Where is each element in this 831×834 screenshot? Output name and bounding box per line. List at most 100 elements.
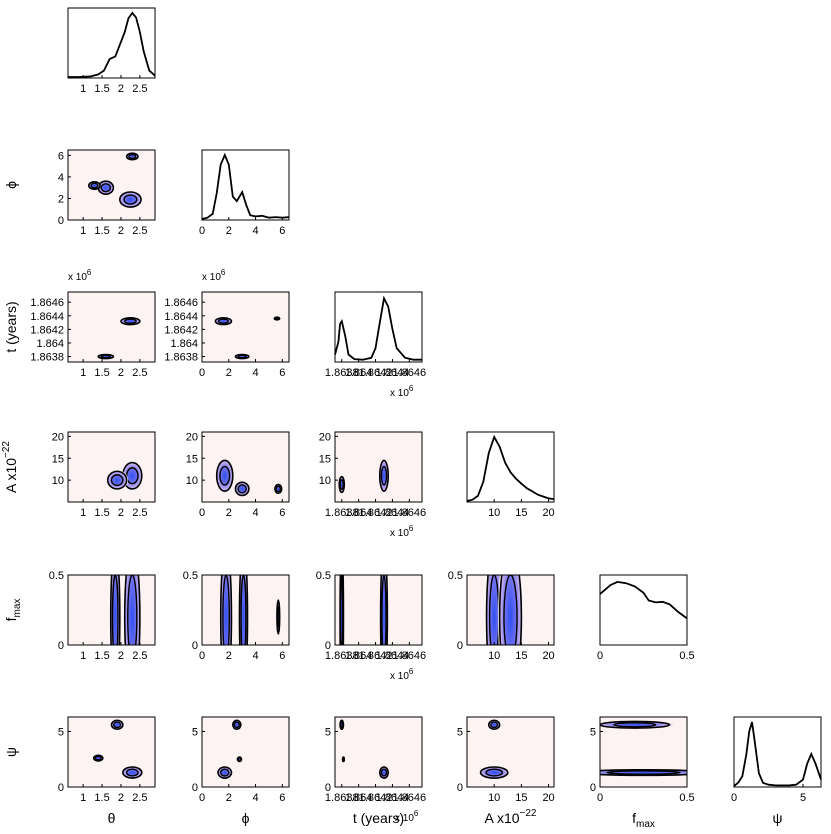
joint-panel-psi-vs-phi: 0 2 4 6 0 5	[192, 716, 290, 804]
joint-panel-A-vs-theta: 1 1.5 2 2.5 10 15 20	[52, 431, 156, 519]
x-tick-label-theta: 1	[80, 507, 86, 519]
joint-panel-phi-vs-theta: 1 1.5 2 2.5 0 2 4 6	[58, 149, 156, 237]
x-tick-label-phi: 0	[199, 650, 205, 662]
density-mode	[379, 766, 389, 779]
contour-outer	[215, 459, 234, 492]
marginal-curve-A	[466, 434, 555, 502]
contour-inner	[237, 354, 247, 359]
contour-outer	[97, 353, 115, 360]
x-tick-label-A: 10	[488, 792, 500, 804]
x-tick-label-t: 1.864	[345, 507, 373, 519]
x-tick-label-phi: 4	[252, 650, 258, 662]
density-mode	[106, 470, 129, 491]
x-tick-label-theta: 1	[80, 367, 86, 379]
x-tick-label-psi: 0	[731, 792, 737, 804]
marginal-curve-psi	[733, 721, 822, 787]
x-tick-label-phi: 2	[226, 507, 232, 519]
density-mode	[119, 317, 142, 326]
y-tick-label-fmax: 0.5	[183, 570, 198, 582]
joint-panel-psi-vs-A: 10 15 20 0 5	[457, 716, 555, 804]
x-tick-label-t: 1.8642	[359, 792, 393, 804]
contour-inner	[606, 770, 681, 775]
density-mode	[110, 575, 121, 645]
y-tick-label-t: 1.864	[170, 338, 198, 350]
contour-outer	[274, 483, 283, 495]
x-tick-label-t: 1.864	[345, 792, 373, 804]
x-tick-label-theta: 1.5	[94, 650, 109, 662]
density-mode	[87, 181, 102, 190]
contour-outer	[125, 152, 139, 161]
x-tick-label-t: 1.8642	[359, 650, 393, 662]
x-tick-label-t: 1.864	[345, 367, 373, 379]
contour-inner	[113, 721, 122, 729]
marginal-panel-theta: 1 1.5 2 2.5	[67, 7, 156, 95]
contour-outer	[234, 481, 250, 497]
x-tick-label-t: 1.8642	[359, 367, 393, 379]
contour-inner	[237, 484, 247, 494]
x-tick-label-theta: 2	[118, 650, 124, 662]
x-tick-label-t: 1.864	[345, 650, 373, 662]
x-tick-label-t: 1.8642	[359, 507, 393, 519]
x-tick-label-theta: 2.5	[132, 650, 147, 662]
y-tick-label-t: 1.8642	[164, 324, 198, 336]
x-tick-label-theta: 1	[80, 792, 86, 804]
x-axis-label-A: A x10−22	[485, 808, 537, 826]
contour-outer	[378, 766, 390, 779]
density-mode	[123, 575, 142, 645]
y-tick-label-psi: 0	[457, 782, 463, 794]
y-tick-label-t: 1.8644	[164, 311, 198, 323]
density-mode	[497, 575, 524, 645]
x-tick-label-A: 15	[515, 507, 527, 519]
contour-inner	[237, 757, 242, 762]
contour-outer	[219, 575, 233, 645]
density-mode	[215, 458, 234, 494]
y-tick-label-fmax: 0	[325, 640, 331, 652]
y-tick-label-phi: 0	[58, 215, 64, 227]
y-tick-label-psi: 5	[457, 726, 463, 738]
x-tick-label-phi: 0	[199, 225, 205, 237]
x-tick-label-t: 1.8638	[325, 792, 359, 804]
contour-inner	[613, 722, 657, 728]
y-tick-label-t: 1.8642	[30, 324, 64, 336]
contour-outer	[92, 754, 104, 762]
x-axis-label-psi: ψ	[773, 810, 783, 826]
contour-outer	[238, 575, 249, 645]
x-tick-label-phi: 0	[199, 367, 205, 379]
x-tick-label-theta: 1.5	[94, 83, 109, 95]
contour-outer	[338, 475, 346, 494]
marginal-panel-A: 10 15 20	[466, 431, 555, 519]
x-tick-label-A: 10	[488, 650, 500, 662]
y-tick-label-psi: 0	[325, 782, 331, 794]
y-tick-label-fmax: 0	[192, 640, 198, 652]
contour-outer	[123, 575, 141, 645]
contour-inner	[219, 465, 231, 486]
x-tick-label-theta: 2.5	[132, 225, 147, 237]
joint-panel-psi-vs-theta: 1 1.5 2 2.5 0 5	[58, 716, 156, 804]
contour-outer	[88, 180, 101, 191]
x-tick-label-phi: 2	[226, 225, 232, 237]
contour-outer	[217, 766, 233, 779]
y-tick-label-A: 20	[319, 431, 331, 443]
marginal-panel-phi: 0 2 4 6	[199, 149, 290, 237]
x-tick-label-theta: 2	[118, 507, 124, 519]
y-axis-label-fmax: fmax	[3, 599, 23, 622]
x-axis-label-phi: ϕ	[242, 810, 250, 826]
y-tick-label-t: 1.8638	[164, 352, 198, 364]
x-tick-label-A: 20	[542, 792, 554, 804]
x-tick-label-A: 20	[542, 507, 554, 519]
y-axis-label-A: A x10−22	[1, 441, 19, 493]
x-tick-label-t: 1.8644	[376, 650, 410, 662]
contour-outer	[498, 575, 523, 645]
contour-inner	[490, 721, 499, 729]
contour-inner	[125, 768, 139, 777]
x-tick-label-A: 10	[488, 507, 500, 519]
x-tick-label-phi: 4	[252, 367, 258, 379]
x-scale-label: x 106	[390, 667, 414, 682]
x-tick-label-t: 1.8644	[376, 507, 410, 519]
x-tick-label-phi: 4	[252, 792, 258, 804]
x-tick-label-A: 15	[515, 650, 527, 662]
x-axis-label-fmax: fmax	[632, 810, 655, 830]
contour-inner	[274, 316, 280, 321]
joint-panel-A-vs-phi: 0 2 4 6 10 15 20	[186, 431, 290, 519]
contour-inner	[276, 606, 280, 628]
